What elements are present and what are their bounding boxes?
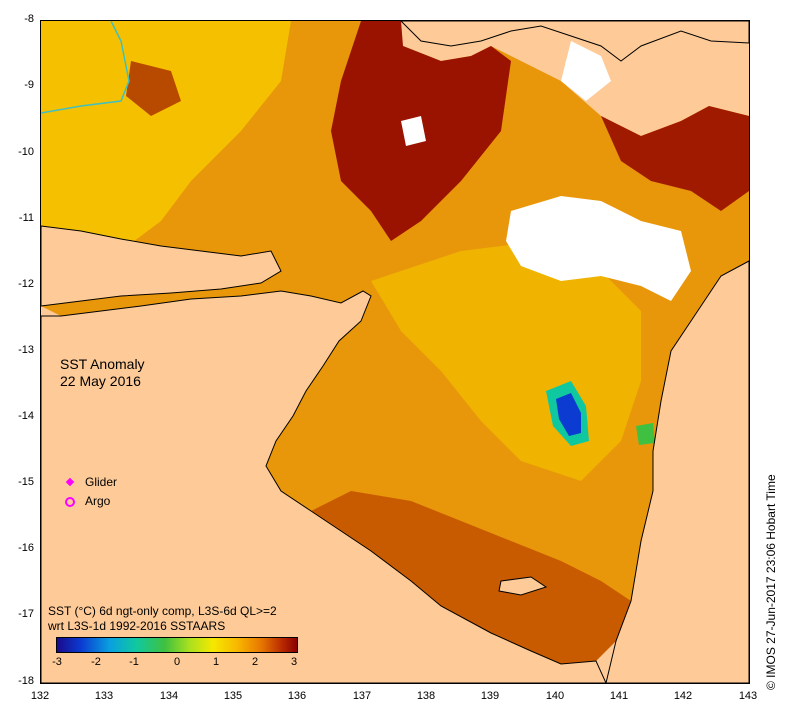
x-tick-label: 139 — [480, 690, 500, 702]
x-tick-label: 141 — [609, 690, 629, 702]
colorbar-tick-label: 3 — [290, 656, 298, 668]
y-tick-label: -10 — [18, 146, 34, 158]
y-tick-label: -8 — [24, 13, 34, 25]
yellow-anomaly-region — [41, 21, 291, 276]
colorbar — [56, 637, 298, 653]
x-tick-label: 132 — [30, 690, 50, 702]
x-tick-label: 142 — [673, 690, 693, 702]
y-tick-label: -9 — [24, 79, 34, 91]
caption-line: SST (°C) 6d ngt-only comp, L3S-6d QL>=2 — [48, 604, 277, 618]
y-tick-label: -13 — [18, 344, 34, 356]
caption-line: wrt L3S-1d 1992-2016 SSTAARS — [48, 619, 226, 633]
no-data-region — [561, 41, 611, 101]
x-tick-label: 140 — [545, 690, 565, 702]
sst-anomaly-map — [41, 21, 749, 683]
y-tick-label: -12 — [18, 278, 34, 290]
map-frame — [40, 20, 750, 684]
x-tick-label: 137 — [352, 690, 372, 702]
x-tick-label: 136 — [287, 690, 307, 702]
credit-footer: © IMOS 27-Jun-2017 23:06 Hobart Time — [764, 474, 778, 690]
x-tick-label: 138 — [416, 690, 436, 702]
warm-anomaly-region — [601, 106, 749, 211]
warm-anomaly-region — [311, 491, 631, 664]
y-tick-label: -15 — [18, 476, 34, 488]
sea-anomaly-field — [41, 21, 749, 664]
date-line: 22 May 2016 — [60, 373, 141, 389]
cold-anomaly-region — [636, 423, 655, 445]
title-line: SST Anomaly — [60, 356, 145, 372]
y-tick-label: -11 — [18, 212, 34, 224]
y-tick-label: -17 — [18, 608, 34, 620]
caption: SST (°C) 6d ngt-only comp, L3S-6d QL>=2 … — [48, 604, 277, 634]
land-arnhem — [41, 290, 607, 683]
border-line — [41, 21, 130, 114]
colorbar-tick-label: 0 — [173, 656, 181, 668]
x-tick-label: 143 — [738, 690, 758, 702]
argo-legend-label: Argo — [85, 494, 111, 508]
argo-marker-icon — [65, 497, 75, 507]
y-tick-label: -18 — [18, 675, 34, 687]
colorbar-tick-label: 2 — [251, 656, 259, 668]
colorbar-tick-label: 1 — [212, 656, 220, 668]
colorbar-tick-label: -3 — [52, 656, 62, 668]
y-tick-label: -16 — [18, 542, 34, 554]
land-north — [400, 21, 749, 62]
x-tick-label: 133 — [94, 690, 114, 702]
land-cape-york — [605, 260, 749, 683]
land-west-islands — [41, 225, 282, 307]
no-data-region — [401, 116, 426, 146]
colorbar-tick-label: -2 — [91, 656, 101, 668]
glider-legend-label: Glider — [85, 475, 118, 489]
y-tick-label: -14 — [18, 410, 34, 422]
x-tick-label: 135 — [223, 690, 243, 702]
warm-anomaly-region — [126, 61, 181, 116]
map-title: SST Anomaly 22 May 2016 — [60, 356, 145, 390]
no-data-region — [506, 196, 691, 301]
x-tick-label: 134 — [159, 690, 179, 702]
island-mornington — [498, 576, 548, 596]
cold-anomaly-region — [556, 393, 581, 436]
colorbar-tick-label: -1 — [129, 656, 139, 668]
